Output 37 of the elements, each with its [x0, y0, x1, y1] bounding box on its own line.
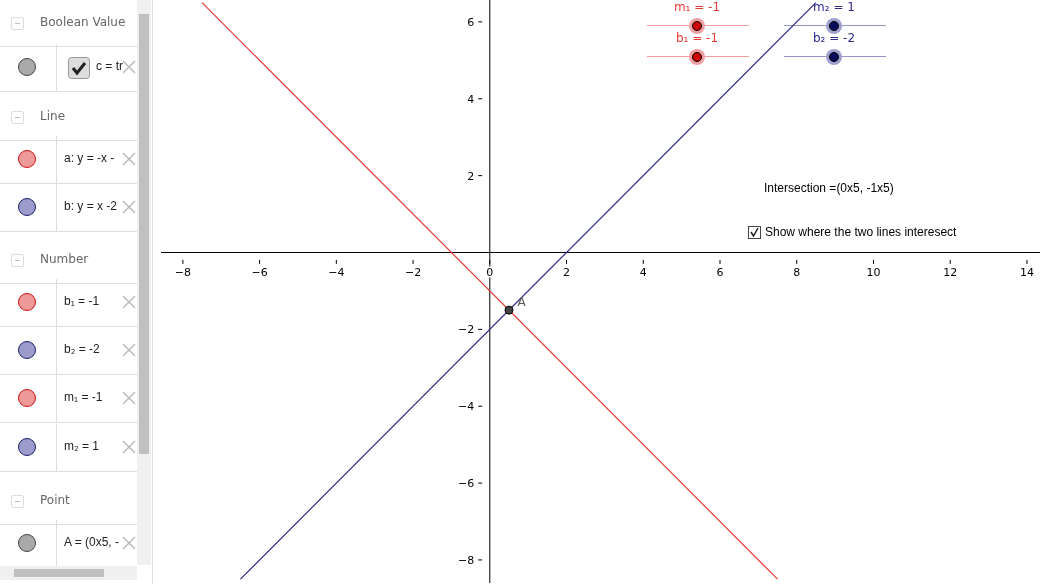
annotation: b₂ = -2 — [812, 31, 856, 45]
text: Point — [40, 493, 70, 507]
annotation: Show where the two lines interesect — [765, 225, 957, 239]
annotation: Intersection =(0x5, -1x5) — [764, 181, 894, 195]
x-tick-label: 2 — [563, 265, 571, 279]
x-tick-label: 6 — [716, 265, 724, 279]
y-tick-label: −6 — [457, 477, 475, 491]
x-tick-label: 12 — [943, 265, 958, 279]
y-tick-label: −8 — [457, 553, 475, 567]
annotation: m₂ = 1 — [813, 0, 855, 14]
x-tick-label: 14 — [1019, 265, 1034, 279]
text: m₁ = -1 — [64, 390, 103, 404]
text: b: y = x -2 — [64, 199, 118, 213]
x-tick-label: 10 — [866, 265, 881, 279]
y-tick-label: 4 — [467, 92, 475, 106]
text: b₁ = -1 — [64, 294, 100, 308]
text: Line — [40, 109, 66, 123]
x-tick-label: −6 — [251, 265, 268, 279]
series-label: A — [517, 295, 527, 310]
x-tick-label: −8 — [174, 265, 191, 279]
text: Number — [40, 252, 89, 266]
x-tick-label: −2 — [404, 265, 422, 279]
text: Boolean Value — [40, 15, 126, 29]
text: a: y = -x - — [64, 151, 115, 165]
text: b₂ = -2 — [64, 342, 100, 356]
text: m₂ = 1 — [64, 439, 100, 453]
y-tick-label: 2 — [467, 169, 475, 183]
text: A = (0x5, - — [64, 535, 120, 549]
annotation: m₁ = -1 — [673, 0, 721, 14]
x-tick-label: −4 — [328, 265, 345, 279]
y-tick-label: −4 — [457, 400, 475, 414]
annotation: b₁ = -1 — [675, 31, 719, 45]
y-tick-label: 6 — [467, 15, 475, 29]
y-tick-label: −2 — [457, 323, 475, 337]
x-tick-label: 8 — [793, 265, 801, 279]
x-tick-label: 4 — [639, 265, 647, 279]
text: c = tr — [96, 59, 124, 73]
